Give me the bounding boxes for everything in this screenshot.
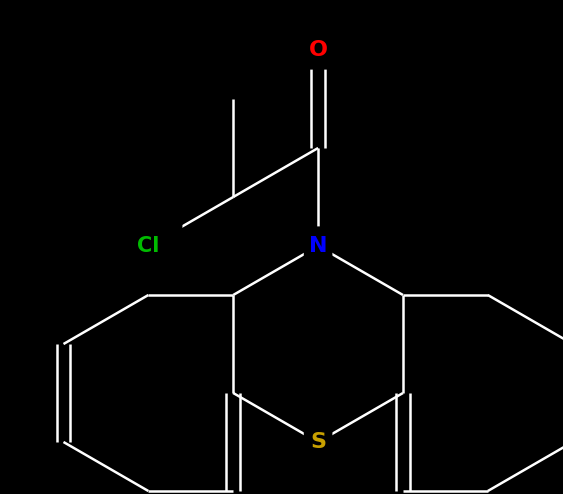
Text: Cl: Cl <box>137 236 159 256</box>
Text: S: S <box>310 432 326 452</box>
Text: O: O <box>309 40 328 60</box>
FancyBboxPatch shape <box>304 31 332 70</box>
FancyBboxPatch shape <box>304 422 332 461</box>
Text: N: N <box>309 236 327 256</box>
FancyBboxPatch shape <box>304 226 332 266</box>
FancyBboxPatch shape <box>114 221 182 271</box>
